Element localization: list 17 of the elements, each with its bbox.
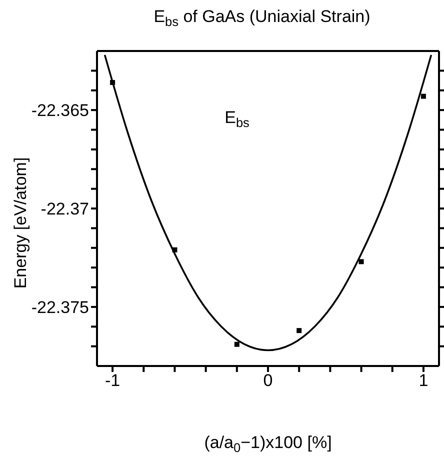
chart-title: E$_{bs}$ of GaAs (Uniaxial Strain) <box>154 7 370 29</box>
annotation: E$_{bs}$ <box>224 108 250 130</box>
y-tick-label: -22.365 <box>31 101 89 120</box>
point <box>234 342 240 347</box>
x-tick-label: 0 <box>263 371 273 390</box>
point <box>296 328 302 334</box>
y-tick-label: -22.375 <box>31 298 89 317</box>
point <box>358 259 364 264</box>
y-tick-label: -22.37 <box>40 200 89 219</box>
line-series <box>104 54 432 352</box>
x-axis-title: (a/a$_{0}$−1)x100 [%] <box>204 433 332 455</box>
point <box>172 247 178 252</box>
x-tick-label: -1 <box>104 371 120 390</box>
point <box>420 94 426 99</box>
point <box>110 80 116 85</box>
y-axis-title: Energy [eV/atom] <box>11 157 30 289</box>
x-tick-label: 1 <box>418 371 428 390</box>
